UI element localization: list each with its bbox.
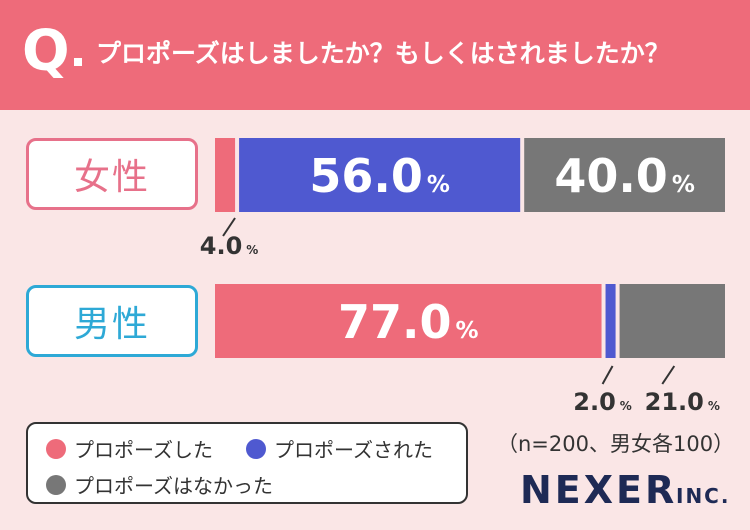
leader-line-female-proposed <box>222 217 236 237</box>
question-text: プロポーズはしましたか？もしくはされましたか？ <box>96 39 670 68</box>
bar-female-no-proposal <box>524 138 725 212</box>
bar-female-was-proposed <box>239 138 521 212</box>
legend: プロポーズした プロポーズされた プロポーズはなかった <box>26 422 468 504</box>
value-label-male-proposed: 77.0% <box>338 295 479 349</box>
legend-dot-was-proposed <box>246 438 266 459</box>
value-label-male-was-proposed: 2.0% <box>573 388 632 416</box>
brand-suffix: INC. <box>676 484 731 508</box>
brand-logo: NEXER <box>520 468 678 512</box>
value-label-male-no-proposal: 21.0% <box>645 388 720 416</box>
legend-dot-no-proposal <box>46 474 66 495</box>
value-label-female-proposed: 4.0% <box>200 232 259 260</box>
value-label-female-was-proposed: 56.0% <box>309 149 450 203</box>
legend-label-no-proposal: プロポーズはなかった <box>74 474 273 498</box>
leader-line-male-was-proposed <box>601 365 614 385</box>
q-dot <box>74 58 82 66</box>
bar-female-proposed <box>215 138 236 212</box>
header-banner: Q プロポーズはしましたか？もしくはされましたか？ <box>0 0 750 110</box>
bar-male-was-proposed <box>605 284 616 358</box>
sample-note: （n=200、男女各100） <box>497 432 735 456</box>
value-label-female-no-proposal: 40.0% <box>554 149 695 203</box>
legend-item-was-proposed: プロポーズされた <box>246 434 433 463</box>
legend-label-proposed: プロポーズした <box>74 438 213 462</box>
q-letter: Q <box>22 19 70 84</box>
leader-line-male-no-proposal <box>661 365 676 385</box>
legend-item-no-proposal: プロポーズはなかった <box>46 470 273 499</box>
category-label-female: 女性 <box>26 138 198 210</box>
category-label-male: 男性 <box>26 285 198 357</box>
bar-male-proposed <box>215 284 602 358</box>
legend-item-proposed: プロポーズした <box>46 434 213 463</box>
bar-male-no-proposal <box>619 284 725 358</box>
legend-dot-proposed <box>46 438 66 459</box>
legend-label-was-proposed: プロポーズされた <box>274 438 433 462</box>
